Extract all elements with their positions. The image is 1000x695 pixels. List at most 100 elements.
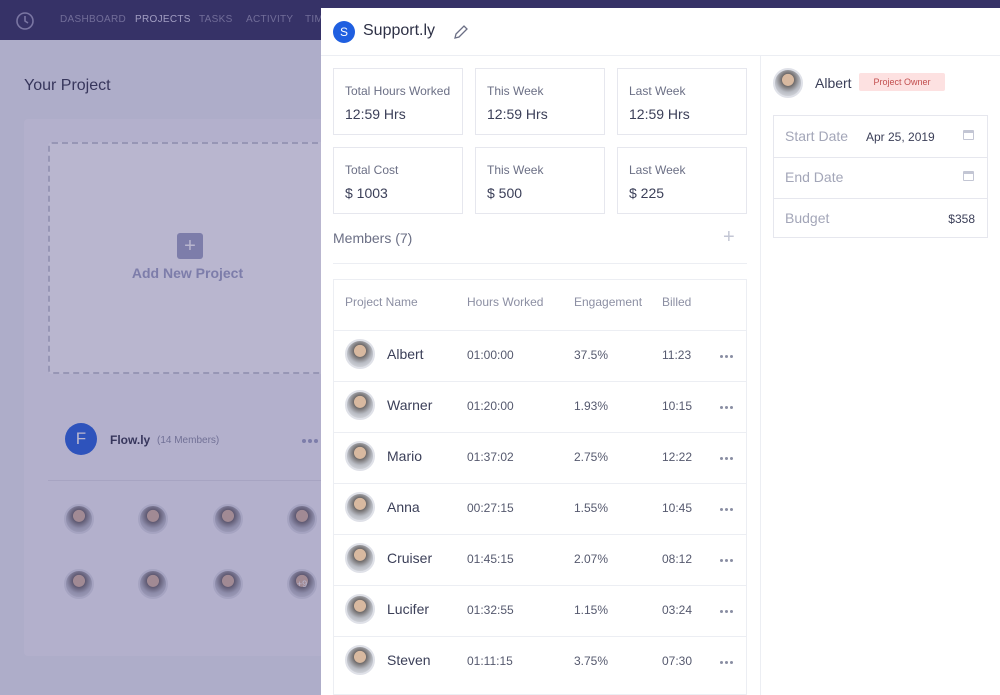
row-menu-dot[interactable] (720, 457, 723, 460)
stat-label: Total Hours Worked (345, 84, 451, 98)
row-menu-dot[interactable] (725, 610, 728, 613)
member-avatar (345, 390, 375, 420)
add-project-label[interactable]: Add New Project (131, 265, 244, 281)
row-divider (333, 636, 747, 637)
panel-title: Support.ly (363, 22, 436, 39)
nav-item[interactable]: ACTIVITY (246, 14, 294, 25)
more-members: +9 (296, 579, 308, 589)
stat-card: Total Cost $ 1003 (333, 147, 463, 214)
stat-card: Last Week 12:59 Hrs (617, 68, 747, 135)
row-menu-dot[interactable] (730, 508, 733, 511)
row-menu-dot[interactable] (730, 406, 733, 409)
member-name: Cruiser (387, 550, 433, 566)
member-avatar (213, 569, 243, 599)
member-cell: 2.75% (574, 450, 609, 464)
member-cell: 01:11:15 (467, 654, 513, 668)
field-label: End Date (785, 169, 844, 185)
stat-value: $ 225 (629, 185, 665, 201)
owner-badge: Project Owner (859, 73, 945, 91)
add-member[interactable]: + (723, 226, 735, 248)
row-divider (333, 330, 747, 331)
field-label: Start Date (785, 128, 849, 144)
member-cell: 01:00:00 (467, 348, 514, 362)
owner-name: Albert (815, 75, 852, 91)
field-label: Budget (785, 210, 830, 226)
stat-label: Last Week (629, 84, 686, 98)
member-cell: 10:15 (662, 399, 693, 413)
stat-label: This Week (487, 84, 544, 98)
column-header: Engagement (574, 295, 643, 309)
more-icon[interactable] (308, 439, 312, 443)
member-avatar (213, 504, 243, 534)
stat-card: Last Week $ 225 (617, 147, 747, 214)
member-avatar (345, 339, 375, 369)
member-avatar (345, 441, 375, 471)
member-name: Mario (387, 448, 423, 464)
members-title: Members (7) (333, 230, 413, 246)
project-initial: F (65, 423, 97, 455)
stat-label: This Week (487, 163, 544, 177)
row-menu-dot[interactable] (720, 406, 723, 409)
header-divider (321, 55, 1000, 56)
more-icon[interactable] (302, 439, 306, 443)
row-menu-dot[interactable] (725, 406, 728, 409)
member-cell: 07:30 (662, 654, 693, 668)
row-divider (333, 381, 747, 382)
member-name: Steven (387, 652, 431, 668)
row-menu-dot[interactable] (725, 457, 728, 460)
member-cell: 00:27:15 (467, 501, 514, 515)
row-menu-dot[interactable] (720, 508, 723, 511)
member-cell: 01:45:15 (467, 552, 514, 566)
field-divider (774, 157, 987, 158)
row-menu-dot[interactable] (725, 355, 728, 358)
row-divider (333, 432, 747, 433)
member-avatar (138, 504, 168, 534)
member-name: Warner (387, 397, 433, 413)
panel-initial: S (333, 21, 355, 43)
row-menu-dot[interactable] (730, 355, 733, 358)
row-menu-dot[interactable] (725, 661, 728, 664)
row-menu-dot[interactable] (730, 661, 733, 664)
row-menu-dot[interactable] (720, 661, 723, 664)
row-divider (333, 483, 747, 484)
project-name[interactable]: Flow.ly (110, 433, 151, 447)
member-avatar: +9 (287, 569, 317, 599)
calendar-icon[interactable] (963, 171, 974, 181)
member-cell: 1.15% (574, 603, 609, 617)
member-cell: 01:20:00 (467, 399, 514, 413)
row-menu-dot[interactable] (720, 355, 723, 358)
column-header: Hours Worked (467, 295, 544, 309)
row-divider (333, 585, 747, 586)
member-cell: 2.07% (574, 552, 609, 566)
member-avatar (345, 492, 375, 522)
nav-item[interactable]: TASKS (199, 14, 233, 25)
member-name: Albert (387, 346, 424, 362)
stat-value: $ 1003 (345, 185, 388, 201)
nav-item[interactable]: TIM (305, 14, 324, 25)
row-menu-dot[interactable] (730, 457, 733, 460)
more-icon[interactable] (314, 439, 318, 443)
add-icon[interactable]: + (177, 233, 203, 259)
member-avatar (345, 645, 375, 675)
column-header: Billed (662, 295, 692, 309)
stat-value: 12:59 Hrs (629, 106, 690, 122)
member-cell: 3.75% (574, 654, 609, 668)
nav-item[interactable]: DASHBOARD (60, 14, 127, 25)
calendar-icon[interactable] (963, 130, 974, 140)
details-box: Start Date Apr 25, 2019 End Date Budget $358 (773, 115, 988, 238)
nav-item[interactable]: PROJECTS (135, 14, 191, 25)
row-menu-dot[interactable] (730, 559, 733, 562)
edit-icon[interactable] (453, 24, 469, 40)
row-menu-dot[interactable] (725, 508, 728, 511)
stat-label: Last Week (629, 163, 686, 177)
member-avatar (287, 504, 317, 534)
row-menu-dot[interactable] (725, 559, 728, 562)
row-menu-dot[interactable] (730, 610, 733, 613)
row-menu-dot[interactable] (720, 610, 723, 613)
member-avatar (64, 569, 94, 599)
member-avatar (345, 543, 375, 573)
member-avatar (138, 569, 168, 599)
member-cell: 11:23 (662, 348, 692, 362)
row-menu-dot[interactable] (720, 559, 723, 562)
